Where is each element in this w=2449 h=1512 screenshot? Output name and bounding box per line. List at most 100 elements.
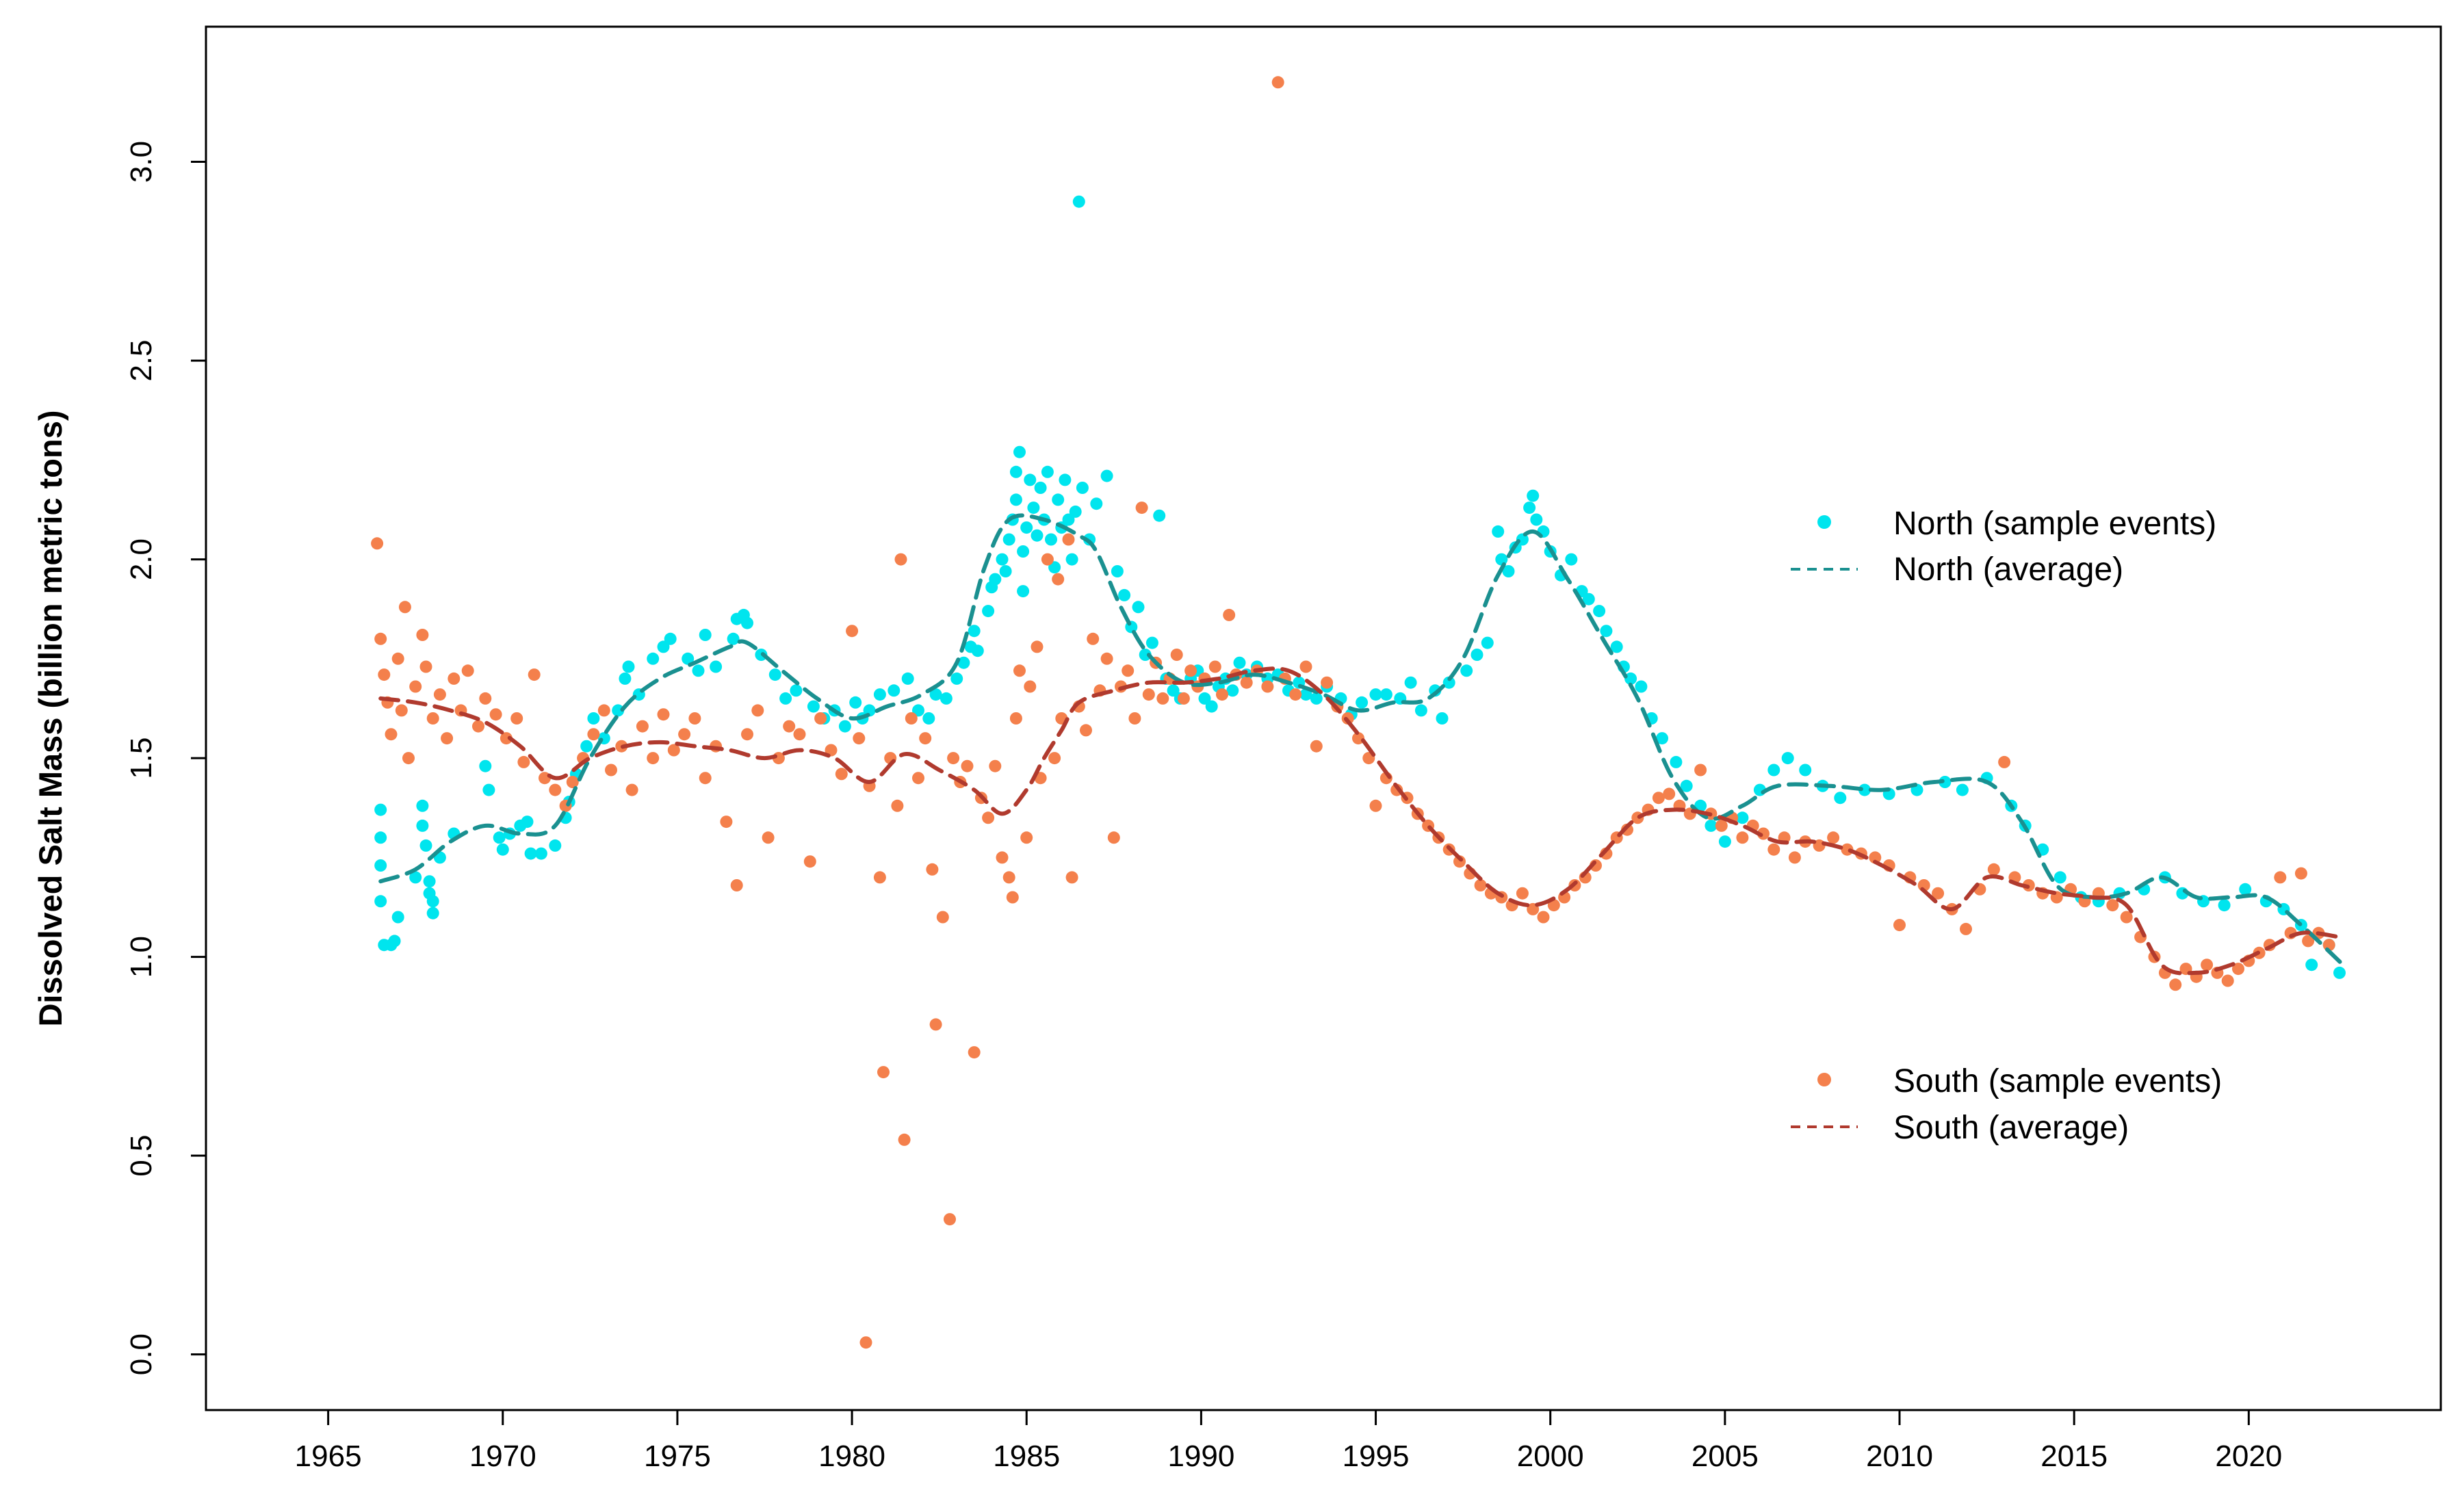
south-sample-point: [1694, 764, 1707, 777]
north-sample-point: [1460, 664, 1473, 677]
south-sample-point: [2322, 939, 2335, 952]
south-sample-point: [398, 601, 411, 614]
north-sample-point: [1020, 521, 1033, 534]
north-sample-point: [374, 895, 387, 908]
south-sample-point: [1289, 688, 1302, 701]
north-sample-point: [1205, 700, 1218, 713]
south-sample-point: [996, 851, 1009, 864]
south-sample-point: [1002, 871, 1015, 884]
north-sample-point: [1017, 585, 1030, 598]
north-sample-point: [1492, 525, 1505, 538]
north-sample-point: [957, 656, 970, 669]
south-sample-point: [1177, 692, 1190, 705]
south-sample-point: [1009, 712, 1022, 725]
north-sample-point: [968, 625, 981, 638]
north-sample-point: [521, 816, 534, 829]
north-sample-point: [1002, 533, 1015, 546]
south-sample-point: [2120, 911, 2133, 924]
south-sample-point: [2169, 978, 2182, 991]
north-sample-point: [1369, 688, 1382, 701]
north-sample-point: [901, 672, 914, 685]
south-sample-point: [814, 712, 827, 725]
x-tick-label: 2015: [2040, 1439, 2108, 1473]
north-sample-point: [1379, 688, 1392, 701]
south-sample-point: [859, 1336, 872, 1349]
north-sample-point: [657, 640, 670, 653]
south-sample-point: [1216, 688, 1228, 701]
south-sample-point: [919, 732, 932, 745]
north-sample-point: [1017, 545, 1030, 558]
south-sample-point: [510, 712, 523, 725]
north-sample-point: [1034, 482, 1047, 494]
north-sample-point: [416, 819, 429, 832]
north-sample-point: [374, 803, 387, 816]
south-sample-point: [1062, 533, 1075, 546]
north-sample-point: [1956, 783, 1969, 796]
north-sample-point: [1226, 684, 1239, 697]
north-sample-point: [479, 759, 492, 772]
south-sample-point: [1135, 501, 1148, 514]
south-sample-point: [853, 732, 866, 745]
south-sample-point: [1788, 851, 1801, 864]
north-sample-point: [1052, 493, 1065, 506]
north-sample-point: [423, 875, 436, 888]
legend-north: North (sample events) North (average): [1791, 506, 2216, 588]
north-sample-point: [482, 783, 495, 796]
north-sample-point: [768, 668, 781, 681]
north-sample-point: [493, 831, 506, 844]
north-sample-point: [1414, 704, 1427, 717]
south-sample-point: [385, 728, 398, 741]
legend-south-average-label: South (average): [1893, 1110, 2129, 1146]
south-sample-point: [1736, 831, 1749, 844]
north-sample-point: [1502, 565, 1515, 577]
north-sample-point: [2218, 899, 2231, 912]
north-sample-point: [1799, 764, 1812, 777]
north-sample-point: [1059, 473, 1072, 486]
south-sample-point: [528, 668, 541, 681]
plot-frame: [205, 25, 2442, 1411]
north-sample-point: [580, 740, 593, 753]
south-sample-point: [982, 811, 995, 824]
north-sample-point: [849, 696, 862, 709]
north-sample-point: [779, 692, 792, 705]
south-sample-point: [597, 704, 610, 717]
north-sample-point: [699, 629, 712, 641]
south-sample-point: [873, 871, 886, 884]
north-sample-point: [692, 664, 705, 677]
south-sample-point: [803, 855, 816, 868]
south-sample-point: [846, 625, 859, 638]
north-sample-point: [2333, 966, 2346, 979]
north-sample-point: [1736, 811, 1749, 824]
north-sample-point: [1442, 676, 1455, 689]
south-sample-point: [657, 708, 670, 721]
north-sample-point: [999, 565, 1012, 577]
north-sample-point: [612, 704, 625, 717]
y-axis: 0.0 0.5 1.0 1.5 2.0 2.5 3.0: [125, 141, 206, 1375]
south-sample-point: [1087, 632, 1100, 645]
south-sample-point: [1998, 755, 2011, 768]
north-sample-point: [1523, 501, 1536, 514]
south-sample-point: [1031, 640, 1044, 653]
south-sample-point: [929, 1018, 942, 1031]
south-sample-point: [489, 708, 502, 721]
south-sample-point: [1516, 887, 1529, 900]
north-sample-point: [1530, 513, 1543, 526]
north-sample-point: [1470, 649, 1483, 661]
north-sample-point: [1582, 592, 1595, 605]
south-sample-point: [395, 704, 408, 717]
south-sample-point: [1537, 911, 1550, 924]
south-sample-point: [989, 759, 1002, 772]
south-sample-point: [730, 879, 743, 891]
north-sample-point: [1834, 792, 1847, 805]
south-average-line: [378, 666, 2342, 976]
south-sample-point: [891, 799, 904, 812]
north-sample-point: [807, 700, 820, 713]
x-tick-label: 2010: [1866, 1439, 1933, 1473]
south-sample-point: [912, 772, 924, 785]
x-tick-label: 2000: [1517, 1439, 1584, 1473]
north-average-line: [378, 513, 2346, 967]
south-sample-point: [1184, 664, 1197, 677]
south-sample-point: [1020, 831, 1033, 844]
north-sample-point: [1436, 712, 1449, 725]
south-sample-point: [2201, 959, 2214, 972]
